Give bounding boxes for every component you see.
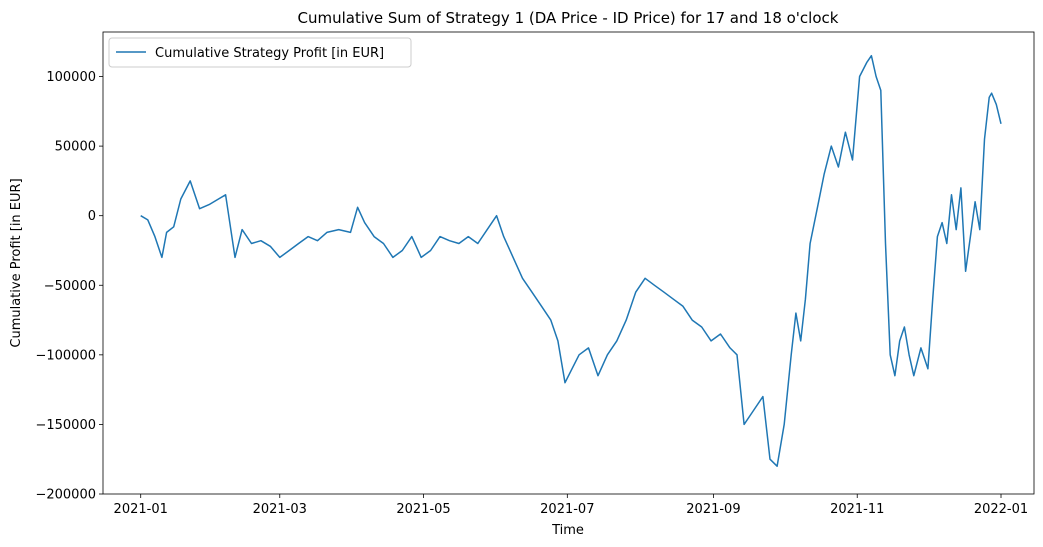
- y-tick-label: −200000: [35, 488, 96, 503]
- y-tick-label: −100000: [35, 348, 96, 363]
- x-tick-label: 2021-11: [830, 502, 884, 517]
- plot-area: [102, 31, 1035, 495]
- y-axis-label: Cumulative Profit [in EUR]: [9, 178, 24, 347]
- x-tick-label: 2021-03: [253, 502, 307, 517]
- series-line-cumulative-profit: [140, 54, 1002, 467]
- x-tick-label: 2021-05: [396, 502, 450, 517]
- x-tick-label: 2021-01: [114, 502, 168, 517]
- x-tick-label: 2022-01: [974, 502, 1028, 517]
- x-axis-label: Time: [551, 523, 584, 538]
- x-tick-label: 2021-07: [540, 502, 594, 517]
- y-axis: 100000 50000 0 −50000 −100000 −150000 −200000: [35, 70, 103, 503]
- x-axis: 2021-01 2021-03 2021-05 2021-07 2021-09 2021-…: [114, 494, 1028, 517]
- y-tick-label: 0: [88, 209, 96, 224]
- legend-label: Cumulative Strategy Profit [in EUR]: [155, 46, 384, 61]
- y-tick-label: −150000: [35, 418, 96, 433]
- x-tick-label: 2021-09: [686, 502, 740, 517]
- chart-title: Cumulative Sum of Strategy 1 (DA Price -…: [298, 9, 839, 27]
- y-tick-label: 50000: [55, 140, 96, 155]
- y-tick-label: 100000: [46, 70, 96, 85]
- y-tick-label: −50000: [44, 279, 96, 294]
- legend-box: [108, 37, 412, 68]
- legend: Cumulative Strategy Profit [in EUR]: [108, 37, 412, 68]
